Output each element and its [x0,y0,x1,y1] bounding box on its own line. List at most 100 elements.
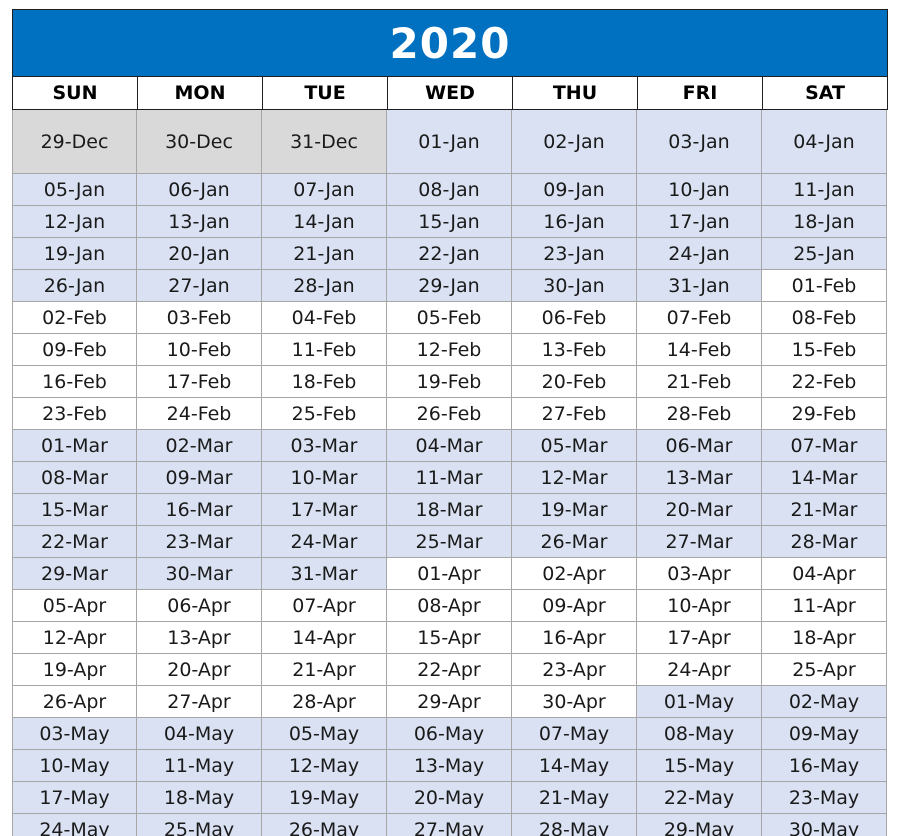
date-cell[interactable]: 07-Mar [762,430,887,462]
date-cell[interactable]: 07-Jan [262,174,387,206]
date-cell[interactable]: 16-May [762,750,887,782]
date-cell[interactable]: 26-Jan [12,270,137,302]
date-cell[interactable]: 12-Apr [12,622,137,654]
date-cell[interactable]: 27-Mar [637,526,762,558]
date-cell[interactable]: 22-May [637,782,762,814]
date-cell[interactable]: 26-Feb [387,398,512,430]
date-cell[interactable]: 30-Jan [512,270,637,302]
date-cell[interactable]: 14-Mar [762,462,887,494]
date-cell[interactable]: 17-Feb [137,366,262,398]
date-cell[interactable]: 20-Apr [137,654,262,686]
date-cell[interactable]: 15-May [637,750,762,782]
date-cell[interactable]: 30-Apr [512,686,637,718]
date-cell[interactable]: 22-Mar [12,526,137,558]
date-cell[interactable]: 29-Dec [12,110,137,174]
date-cell[interactable]: 15-Feb [762,334,887,366]
date-cell[interactable]: 11-Mar [387,462,512,494]
date-cell[interactable]: 07-Apr [262,590,387,622]
date-cell[interactable]: 25-May [137,814,262,836]
date-cell[interactable]: 21-Jan [262,238,387,270]
date-cell[interactable]: 05-Feb [387,302,512,334]
date-cell[interactable]: 08-Mar [12,462,137,494]
date-cell[interactable]: 18-Mar [387,494,512,526]
date-cell[interactable]: 15-Apr [387,622,512,654]
date-cell[interactable]: 01-Apr [387,558,512,590]
date-cell[interactable]: 08-Feb [762,302,887,334]
date-cell[interactable]: 04-Apr [762,558,887,590]
date-cell[interactable]: 08-Apr [387,590,512,622]
date-cell[interactable]: 22-Jan [387,238,512,270]
date-cell[interactable]: 09-Feb [12,334,137,366]
date-cell[interactable]: 26-Mar [512,526,637,558]
date-cell[interactable]: 17-Jan [637,206,762,238]
date-cell[interactable]: 19-Jan [12,238,137,270]
date-cell[interactable]: 27-Apr [137,686,262,718]
date-cell[interactable]: 29-Apr [387,686,512,718]
date-cell[interactable]: 04-Mar [387,430,512,462]
date-cell[interactable]: 10-Mar [262,462,387,494]
date-cell[interactable]: 18-May [137,782,262,814]
date-cell[interactable]: 11-Feb [262,334,387,366]
date-cell[interactable]: 25-Feb [262,398,387,430]
date-cell[interactable]: 09-Jan [512,174,637,206]
date-cell[interactable]: 02-May [762,686,887,718]
date-cell[interactable]: 21-Feb [637,366,762,398]
date-cell[interactable]: 21-May [512,782,637,814]
date-cell[interactable]: 08-Jan [387,174,512,206]
date-cell[interactable]: 19-Mar [512,494,637,526]
date-cell[interactable]: 06-Mar [637,430,762,462]
date-cell[interactable]: 24-Apr [637,654,762,686]
date-cell[interactable]: 24-Jan [637,238,762,270]
date-cell[interactable]: 07-Feb [637,302,762,334]
date-cell[interactable]: 25-Jan [762,238,887,270]
date-cell[interactable]: 10-Feb [137,334,262,366]
date-cell[interactable]: 27-Feb [512,398,637,430]
date-cell[interactable]: 05-Apr [12,590,137,622]
date-cell[interactable]: 02-Jan [512,110,637,174]
date-cell[interactable]: 02-Apr [512,558,637,590]
date-cell[interactable]: 04-Feb [262,302,387,334]
date-cell[interactable]: 02-Mar [137,430,262,462]
date-cell[interactable]: 21-Mar [762,494,887,526]
date-cell[interactable]: 14-Jan [262,206,387,238]
date-cell[interactable]: 09-May [762,718,887,750]
date-cell[interactable]: 18-Apr [762,622,887,654]
date-cell[interactable]: 20-May [387,782,512,814]
date-cell[interactable]: 01-May [637,686,762,718]
date-cell[interactable]: 12-Feb [387,334,512,366]
date-cell[interactable]: 22-Feb [762,366,887,398]
date-cell[interactable]: 10-Apr [637,590,762,622]
date-cell[interactable]: 24-Mar [262,526,387,558]
date-cell[interactable]: 29-Jan [387,270,512,302]
date-cell[interactable]: 13-Feb [512,334,637,366]
date-cell[interactable]: 16-Jan [512,206,637,238]
date-cell[interactable]: 17-Mar [262,494,387,526]
date-cell[interactable]: 19-Apr [12,654,137,686]
date-cell[interactable]: 26-May [262,814,387,836]
date-cell[interactable]: 26-Apr [12,686,137,718]
date-cell[interactable]: 24-Feb [137,398,262,430]
date-cell[interactable]: 28-Jan [262,270,387,302]
date-cell[interactable]: 28-Apr [262,686,387,718]
date-cell[interactable]: 12-May [262,750,387,782]
date-cell[interactable]: 18-Jan [762,206,887,238]
date-cell[interactable]: 23-Apr [512,654,637,686]
date-cell[interactable]: 12-Jan [12,206,137,238]
date-cell[interactable]: 17-May [12,782,137,814]
date-cell[interactable]: 27-Jan [137,270,262,302]
date-cell[interactable]: 03-Jan [637,110,762,174]
date-cell[interactable]: 04-Jan [762,110,887,174]
date-cell[interactable]: 21-Apr [262,654,387,686]
date-cell[interactable]: 28-Feb [637,398,762,430]
date-cell[interactable]: 25-Mar [387,526,512,558]
date-cell[interactable]: 08-May [637,718,762,750]
date-cell[interactable]: 22-Apr [387,654,512,686]
date-cell[interactable]: 09-Mar [137,462,262,494]
date-cell[interactable]: 19-Feb [387,366,512,398]
date-cell[interactable]: 06-Jan [137,174,262,206]
date-cell[interactable]: 31-Dec [262,110,387,174]
date-cell[interactable]: 01-Mar [12,430,137,462]
date-cell[interactable]: 14-Apr [262,622,387,654]
date-cell[interactable]: 16-Feb [12,366,137,398]
date-cell[interactable]: 15-Mar [12,494,137,526]
